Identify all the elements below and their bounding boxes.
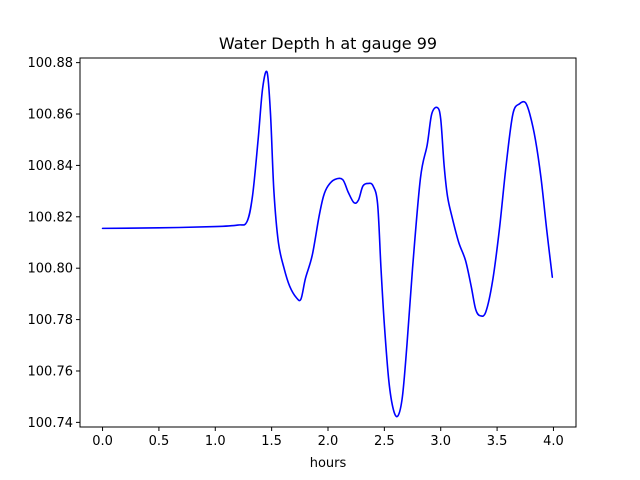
y-tick-label: 100.80 (28, 262, 74, 277)
x-tick-label: 4.0 (543, 434, 564, 449)
x-tick-label: 1.5 (261, 434, 282, 449)
plot-area (101, 70, 554, 418)
y-tick-label: 100.88 (28, 56, 74, 71)
x-tick-label: 3.5 (487, 434, 508, 449)
x-tick-label: 2.5 (374, 434, 395, 449)
y-axis: 100.74 100.76 100.78 100.80 100.82 100.84 100.… (28, 56, 80, 431)
x-tick-label: 1.0 (205, 434, 226, 449)
y-tick-label: 100.76 (28, 364, 74, 379)
x-tick-label: 3.0 (430, 434, 451, 449)
y-tick-label: 100.84 (28, 159, 74, 174)
x-axis: 0.0 0.5 1.0 1.5 2.0 2.5 3.0 3.5 4.0 (92, 427, 564, 449)
y-tick-label: 100.74 (28, 416, 74, 431)
series-line (101, 70, 554, 418)
x-axis-label: hours (310, 456, 347, 471)
x-tick-label: 2.0 (318, 434, 339, 449)
y-tick-label: 100.78 (28, 313, 74, 328)
x-tick-label: 0.0 (92, 434, 113, 449)
chart-title: Water Depth h at gauge 99 (219, 34, 437, 53)
y-tick-label: 100.82 (28, 210, 74, 225)
y-tick-label: 100.86 (28, 108, 74, 123)
x-tick-label: 0.5 (149, 434, 170, 449)
